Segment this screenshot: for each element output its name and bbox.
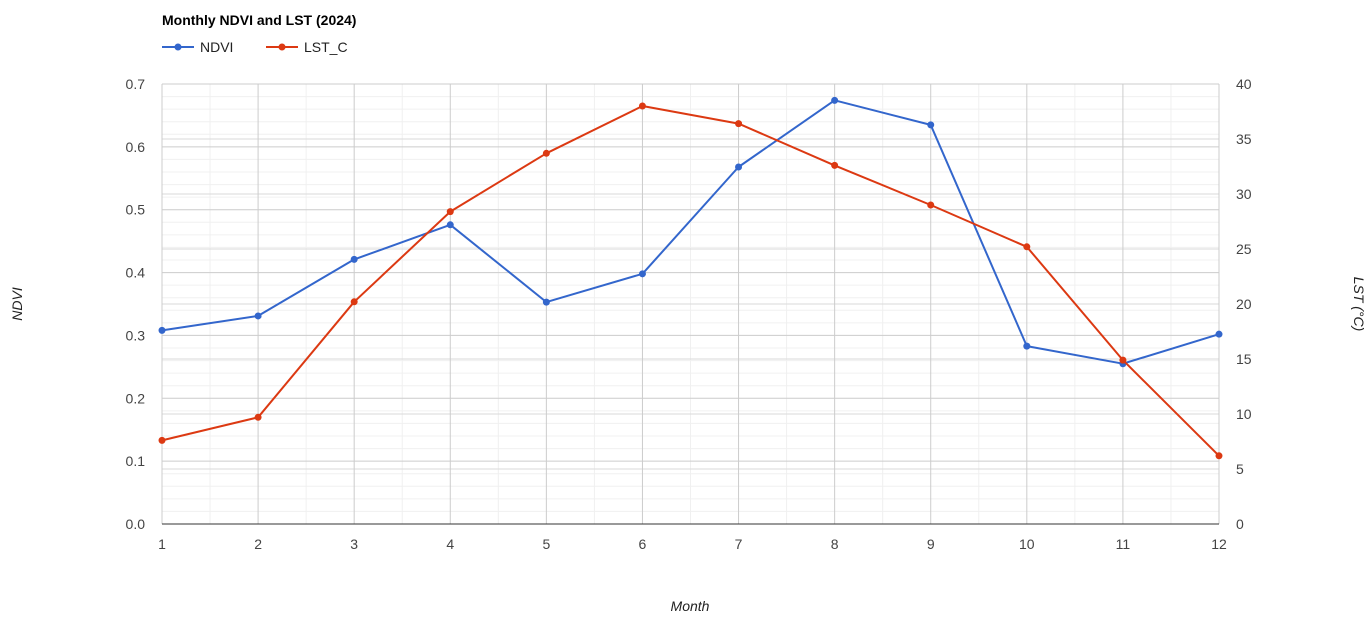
y-left-tick-label: 0.5 bbox=[126, 202, 146, 218]
series-line-lst-c bbox=[161, 105, 1220, 457]
x-tick-label: 4 bbox=[446, 536, 454, 552]
y-left-tick-label: 0.3 bbox=[126, 327, 146, 343]
data-point-ndvi[interactable] bbox=[350, 255, 358, 263]
axes: 0.00.10.20.30.40.50.60.70510152025303540… bbox=[126, 76, 1252, 552]
y-right-tick-label: 15 bbox=[1236, 351, 1252, 367]
data-point-ndvi[interactable] bbox=[158, 326, 166, 334]
data-point-lst-c[interactable] bbox=[350, 298, 358, 306]
data-point-lst-c[interactable] bbox=[638, 102, 646, 110]
x-tick-label: 9 bbox=[927, 536, 935, 552]
data-point-ndvi[interactable] bbox=[1215, 330, 1223, 338]
data-point-lst-c[interactable] bbox=[254, 413, 262, 421]
y-right-tick-label: 20 bbox=[1236, 296, 1252, 312]
data-point-ndvi[interactable] bbox=[254, 312, 262, 320]
x-tick-label: 5 bbox=[542, 536, 550, 552]
data-point-ndvi[interactable] bbox=[1023, 342, 1031, 350]
data-point-lst-c[interactable] bbox=[927, 201, 935, 209]
legend-item-lst[interactable]: LST_C bbox=[266, 39, 348, 55]
x-tick-label: 8 bbox=[831, 536, 839, 552]
legend-item-ndvi[interactable]: NDVI bbox=[162, 39, 233, 55]
y-right-tick-label: 10 bbox=[1236, 406, 1252, 422]
y-left-tick-label: 0.4 bbox=[126, 265, 146, 281]
x-tick-label: 12 bbox=[1211, 536, 1227, 552]
x-tick-label: 10 bbox=[1019, 536, 1035, 552]
y-left-tick-label: 0.6 bbox=[126, 139, 146, 155]
data-point-lst-c[interactable] bbox=[831, 161, 839, 169]
y-right-tick-label: 30 bbox=[1236, 186, 1252, 202]
x-tick-label: 1 bbox=[158, 536, 166, 552]
y-right-tick-label: 40 bbox=[1236, 76, 1252, 92]
series-line-ndvi bbox=[161, 99, 1220, 365]
data-point-ndvi[interactable] bbox=[831, 96, 839, 104]
y-axis-left-title: NDVI bbox=[9, 287, 25, 321]
y-left-tick-label: 0.0 bbox=[126, 516, 146, 532]
data-point-ndvi[interactable] bbox=[446, 221, 454, 229]
data-point-lst-c[interactable] bbox=[446, 208, 454, 216]
series-layer bbox=[158, 96, 1223, 460]
x-tick-label: 2 bbox=[254, 536, 262, 552]
data-point-lst-c[interactable] bbox=[1119, 356, 1127, 364]
x-axis-title: Month bbox=[671, 598, 710, 614]
data-point-ndvi[interactable] bbox=[542, 298, 550, 306]
x-tick-label: 11 bbox=[1116, 536, 1131, 552]
legend-lst-label: LST_C bbox=[304, 39, 348, 55]
data-point-ndvi[interactable] bbox=[927, 121, 935, 129]
y-left-tick-label: 0.2 bbox=[126, 390, 146, 406]
x-tick-label: 7 bbox=[735, 536, 743, 552]
gridlines bbox=[161, 83, 1220, 524]
y-left-tick-label: 0.7 bbox=[126, 76, 146, 92]
x-tick-label: 6 bbox=[639, 536, 647, 552]
data-point-ndvi[interactable] bbox=[638, 270, 646, 278]
data-point-ndvi[interactable] bbox=[735, 163, 743, 171]
y-right-tick-label: 0 bbox=[1236, 516, 1244, 532]
y-right-tick-label: 25 bbox=[1236, 241, 1252, 257]
y-left-tick-label: 0.1 bbox=[126, 453, 146, 469]
data-point-lst-c[interactable] bbox=[1023, 243, 1031, 251]
y-right-tick-label: 35 bbox=[1236, 131, 1252, 147]
y-right-tick-label: 5 bbox=[1236, 461, 1244, 477]
chart-title: Monthly NDVI and LST (2024) bbox=[162, 12, 356, 28]
x-tick-label: 3 bbox=[350, 536, 358, 552]
legend-ndvi-swatch-dot bbox=[174, 43, 182, 51]
legend: NDVI LST_C bbox=[162, 39, 348, 55]
data-point-lst-c[interactable] bbox=[542, 149, 550, 157]
data-point-lst-c[interactable] bbox=[1215, 452, 1223, 460]
data-point-lst-c[interactable] bbox=[158, 436, 166, 444]
data-point-lst-c[interactable] bbox=[735, 120, 743, 128]
legend-lst-swatch-dot bbox=[278, 43, 286, 51]
y-axis-right-title: LST (°C) bbox=[1351, 277, 1364, 332]
legend-ndvi-label: NDVI bbox=[200, 39, 233, 55]
